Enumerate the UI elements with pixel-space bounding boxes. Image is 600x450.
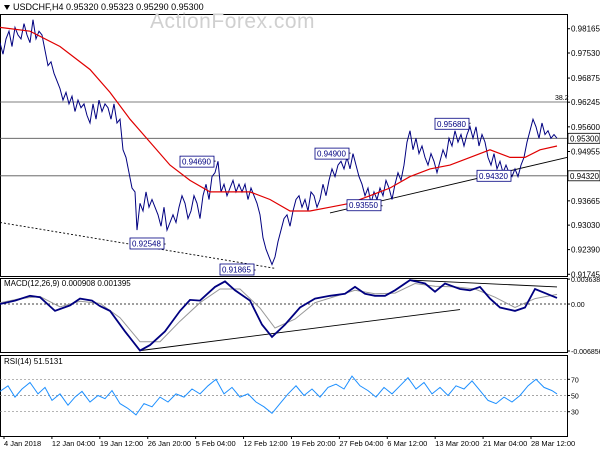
price-y-tick-label: 0.93665 bbox=[571, 197, 600, 206]
price-series-line bbox=[0, 19, 558, 266]
annotation-label: 0.94690 bbox=[182, 158, 211, 167]
price-y-tick-label: 0.96245 bbox=[571, 98, 600, 107]
moving-average-line bbox=[0, 26, 558, 212]
price-tag-box bbox=[567, 170, 600, 182]
annotation-label: 0.95680 bbox=[437, 120, 466, 129]
price-y-tick-label: 0.96875 bbox=[571, 74, 600, 83]
price-y-tick-label: 0.92390 bbox=[571, 246, 600, 255]
x-tick-label: 21 Mar 04:00 bbox=[483, 439, 527, 448]
annotation-box bbox=[129, 237, 165, 250]
x-tick-label: 4 Jan 2018 bbox=[4, 439, 41, 448]
panel-frame-1 bbox=[0, 278, 568, 353]
annotation-label: 0.94900 bbox=[317, 150, 346, 159]
annotation-label: 0.93550 bbox=[349, 201, 378, 210]
rsi-y-tick-label: 50 bbox=[571, 394, 579, 401]
watermark: ActionForex.com bbox=[150, 10, 316, 33]
x-tick-label: 28 Mar 12:00 bbox=[531, 439, 575, 448]
annotation-box bbox=[434, 117, 470, 130]
symbol-line: USDCHF,H4 0.95320 0.95323 0.95290 0.9530… bbox=[13, 2, 204, 12]
price-tag-label: 0.95300 bbox=[570, 134, 599, 143]
annotation-label: 0.92548 bbox=[132, 239, 161, 248]
macd-trendline bbox=[409, 279, 558, 288]
annotation-label: 0.94320 bbox=[479, 172, 508, 181]
annotation-box bbox=[179, 155, 215, 168]
x-tick-label: 19 Feb 20:00 bbox=[291, 439, 335, 448]
macd-y-tick-label: 0.003638 bbox=[571, 277, 600, 284]
x-tick-label: 13 Mar 20:00 bbox=[435, 439, 479, 448]
macd-trendline bbox=[139, 309, 461, 352]
macd-y-tick-label: -0.006856 bbox=[571, 349, 600, 356]
rsi-y-tick-label: 30 bbox=[571, 410, 579, 417]
panel-frame-0 bbox=[0, 14, 568, 277]
price-y-tick-label: 0.91745 bbox=[571, 270, 600, 279]
x-tick-label: 27 Feb 04:00 bbox=[339, 439, 383, 448]
annotation-box bbox=[219, 263, 255, 276]
price-y-tick-label: 0.95600 bbox=[571, 123, 600, 132]
rsi-y-tick-label: 70 bbox=[571, 377, 579, 384]
dropdown-triangle-icon bbox=[4, 5, 10, 11]
macd-label: MACD(12,26,9) 0.000908 0.001395 bbox=[4, 279, 131, 288]
annotation-box bbox=[314, 147, 350, 160]
price-tag-label: 0.94320 bbox=[570, 172, 599, 181]
x-tick-label: 19 Jan 12:00 bbox=[100, 439, 143, 448]
x-tick-label: 12 Jan 04:00 bbox=[52, 439, 95, 448]
annotation-label: 0.91865 bbox=[222, 265, 251, 274]
x-tick-label: 5 Feb 04:00 bbox=[196, 439, 236, 448]
macd-signal-line bbox=[0, 282, 558, 343]
x-tick-label: 26 Jan 20:00 bbox=[148, 439, 191, 448]
symbol-header: USDCHF,H4 0.95320 0.95323 0.95290 0.9530… bbox=[4, 2, 204, 12]
x-tick-label: 12 Feb 12:00 bbox=[244, 439, 288, 448]
price-y-tick-label: 0.98165 bbox=[571, 25, 600, 34]
price-trendline bbox=[0, 222, 276, 269]
annotation-box bbox=[476, 169, 512, 182]
price-y-tick-label: 0.93030 bbox=[571, 221, 600, 230]
price-y-tick-label: 0.97530 bbox=[571, 49, 600, 58]
x-tick-label: 6 Mar 12:00 bbox=[387, 439, 427, 448]
rsi-line bbox=[0, 375, 558, 416]
macd-y-tick-label: 0.00 bbox=[571, 302, 585, 309]
rsi-label: RSI(14) 51.5131 bbox=[4, 357, 63, 366]
fib-level-label: 38.2 bbox=[555, 95, 569, 102]
price-y-tick-label: 0.94955 bbox=[571, 148, 600, 157]
annotation-box bbox=[346, 199, 382, 212]
macd-line bbox=[0, 279, 558, 352]
price-tag-box bbox=[567, 132, 600, 144]
